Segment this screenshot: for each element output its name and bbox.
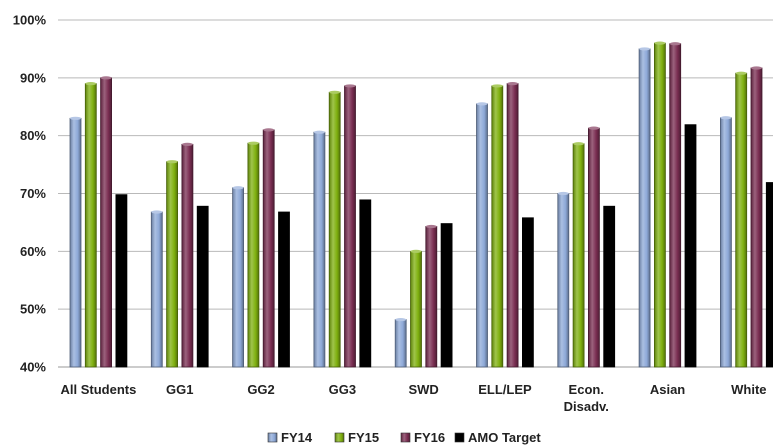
x-category-label: GG1	[166, 382, 193, 397]
x-category-label: GG3	[329, 382, 356, 397]
bar-cap	[166, 160, 178, 164]
x-category-label: White	[731, 382, 766, 397]
y-tick-label: 90%	[20, 70, 46, 85]
bar-fy16-all-students	[100, 77, 112, 368]
x-category-label: Econ. Disadv.	[564, 382, 609, 414]
bar-fy16-gg3	[344, 85, 356, 368]
x-axis-labels: All Students GG1 GG2 GG3 SWD ELL/LEP Econ. Disa…	[61, 382, 767, 414]
bar-fy15-gg2	[247, 142, 260, 368]
bar-fy14-swd	[394, 319, 407, 368]
bar-cap	[654, 41, 666, 45]
bar-cap	[100, 76, 112, 80]
bar-cap	[720, 116, 732, 120]
bar-cap	[557, 191, 569, 196]
legend-swatch-fy16	[400, 432, 411, 443]
bar-fy16-swd	[425, 226, 438, 368]
bar-cap	[70, 116, 81, 120]
y-axis-ticks: 40% 50% 60% 70% 80% 90% 100%	[13, 13, 47, 375]
bar-fy14-white	[720, 117, 732, 368]
bar-cap	[410, 249, 422, 253]
bar-cap	[425, 224, 437, 229]
bar-fy15-asian	[654, 42, 666, 368]
legend-swatch-fy14	[267, 432, 278, 443]
x-category-label: Asian	[650, 382, 685, 397]
bar-cap	[751, 66, 762, 70]
legend-label: FY14	[281, 430, 313, 445]
bar-fy14-all-students	[69, 117, 82, 368]
x-category-label: GG2	[247, 382, 274, 397]
legend-label: AMO Target	[468, 430, 541, 445]
bar-fy14-econ-disadv-	[557, 193, 570, 368]
bar-cap	[151, 210, 163, 214]
x-category-label: ELL/LEP	[478, 382, 532, 397]
bar-amo-target-white	[765, 182, 773, 368]
legend-label: FY15	[348, 430, 379, 445]
x-category-label: All Students	[61, 382, 137, 397]
bar-cap	[232, 186, 244, 190]
bar-cap	[669, 42, 681, 46]
bar-fy15-white	[735, 72, 748, 368]
bar-amo-target-gg1	[196, 205, 209, 368]
bar-cap	[588, 126, 600, 130]
bar-cap	[85, 82, 97, 86]
bar-cap	[573, 142, 585, 146]
bar-fy15-ell-lep	[491, 85, 504, 368]
bar-cap	[181, 142, 193, 146]
bar-cap	[735, 71, 747, 75]
bar-amo-target-ell-lep	[522, 217, 534, 368]
y-tick-label: 40%	[20, 360, 46, 375]
y-tick-label: 60%	[20, 244, 46, 259]
bar-cap	[313, 130, 325, 134]
bar-cap	[507, 82, 519, 86]
y-tick-label: 100%	[13, 13, 47, 28]
bar-amo-target-econ-disadv-	[603, 205, 616, 368]
bar-cap	[476, 102, 488, 106]
bars	[69, 41, 773, 368]
bar-cap	[329, 90, 341, 94]
bar-fy16-white	[750, 67, 763, 368]
bar-fy16-asian	[669, 43, 682, 368]
bar-fy14-ell-lep	[476, 103, 488, 368]
y-tick-label: 70%	[20, 186, 46, 201]
bar-amo-target-asian	[684, 124, 697, 368]
bar-cap	[491, 84, 503, 88]
legend: FY14 FY15 FY16 AMO Target	[267, 430, 541, 445]
bar-fy15-gg3	[328, 91, 341, 368]
legend-label: FY16	[414, 430, 445, 445]
x-category-label: SWD	[408, 382, 438, 397]
bar-fy16-gg2	[262, 129, 275, 368]
bar-fy14-gg2	[232, 187, 245, 368]
bar-cap	[263, 128, 275, 132]
bar-fy16-gg1	[181, 143, 194, 368]
bar-fy16-ell-lep	[506, 83, 519, 368]
bar-fy15-gg1	[166, 161, 179, 368]
y-tick-label: 80%	[20, 128, 46, 143]
bar-fy15-all-students	[84, 83, 97, 368]
bar-fy16-econ-disadv-	[588, 127, 600, 368]
legend-swatch-amo-target	[454, 432, 465, 443]
bar-amo-target-all-students	[115, 194, 128, 368]
bar-fy15-econ-disadv-	[572, 143, 585, 368]
bar-fy14-gg3	[313, 131, 326, 368]
bar-amo-target-swd	[440, 223, 453, 368]
y-tick-label: 50%	[20, 302, 46, 317]
legend-swatch-fy15	[334, 432, 345, 443]
bar-amo-target-gg2	[278, 211, 290, 368]
bar-fy15-swd	[410, 250, 422, 368]
bar-cap	[247, 141, 259, 145]
bar-cap	[395, 317, 407, 322]
bar-fy14-gg1	[150, 211, 163, 368]
bar-amo-target-gg3	[359, 199, 372, 368]
bar-cap	[639, 47, 651, 51]
bar-fy14-asian	[638, 48, 651, 368]
bar-cap	[344, 84, 356, 88]
